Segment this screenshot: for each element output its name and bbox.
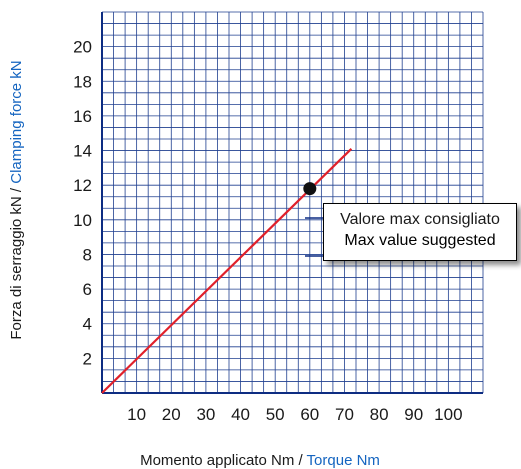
annotation-leader-lines (305, 217, 323, 257)
x-tick-label: 40 (231, 405, 250, 424)
y-tick-label: 20 (73, 38, 92, 57)
x-tick-labels: 10 20 30 40 50 60 70 80 90 100 (127, 405, 462, 424)
y-tick-label: 14 (73, 142, 92, 161)
y-axis-title-part1: Forza di serraggio kN / (8, 184, 25, 340)
annotation-line2: Max value suggested (344, 232, 496, 249)
x-tick-label: 100 (434, 405, 462, 424)
y-axis-title: Forza di serraggio kN / Clamping force k… (8, 60, 25, 339)
y-axis-title-part2: Clamping force kN (8, 60, 25, 183)
x-tick-label: 50 (266, 405, 285, 424)
x-tick-label: 10 (127, 405, 146, 424)
y-tick-label: 10 (73, 211, 92, 230)
x-tick-label: 90 (404, 405, 423, 424)
y-tick-label: 18 (73, 72, 92, 91)
y-tick-label: 16 (73, 107, 92, 126)
x-tick-label: 60 (300, 405, 319, 424)
y-tick-label: 4 (83, 315, 92, 334)
y-tick-label: 12 (73, 176, 92, 195)
y-tick-label: 2 (83, 349, 92, 368)
x-tick-label: 80 (370, 405, 389, 424)
highlight-point (303, 182, 317, 196)
x-tick-label: 20 (162, 405, 181, 424)
x-axis-title: Momento applicato Nm / Torque Nm (140, 452, 380, 469)
y-tick-labels: 2 4 6 8 10 12 14 16 18 20 (73, 38, 92, 369)
y-tick-label: 8 (83, 245, 92, 264)
y-tick-label: 6 (83, 280, 92, 299)
x-axis-title-part1: Momento applicato Nm / (140, 452, 306, 469)
x-tick-label: 30 (196, 405, 215, 424)
x-tick-label: 70 (335, 405, 354, 424)
annotation-callout: Valore max consigliato Max value suggest… (323, 203, 517, 261)
highlight-points (303, 182, 317, 196)
annotation-line1: Valore max consigliato (340, 211, 500, 228)
x-axis-title-part2: Torque Nm (307, 452, 380, 469)
